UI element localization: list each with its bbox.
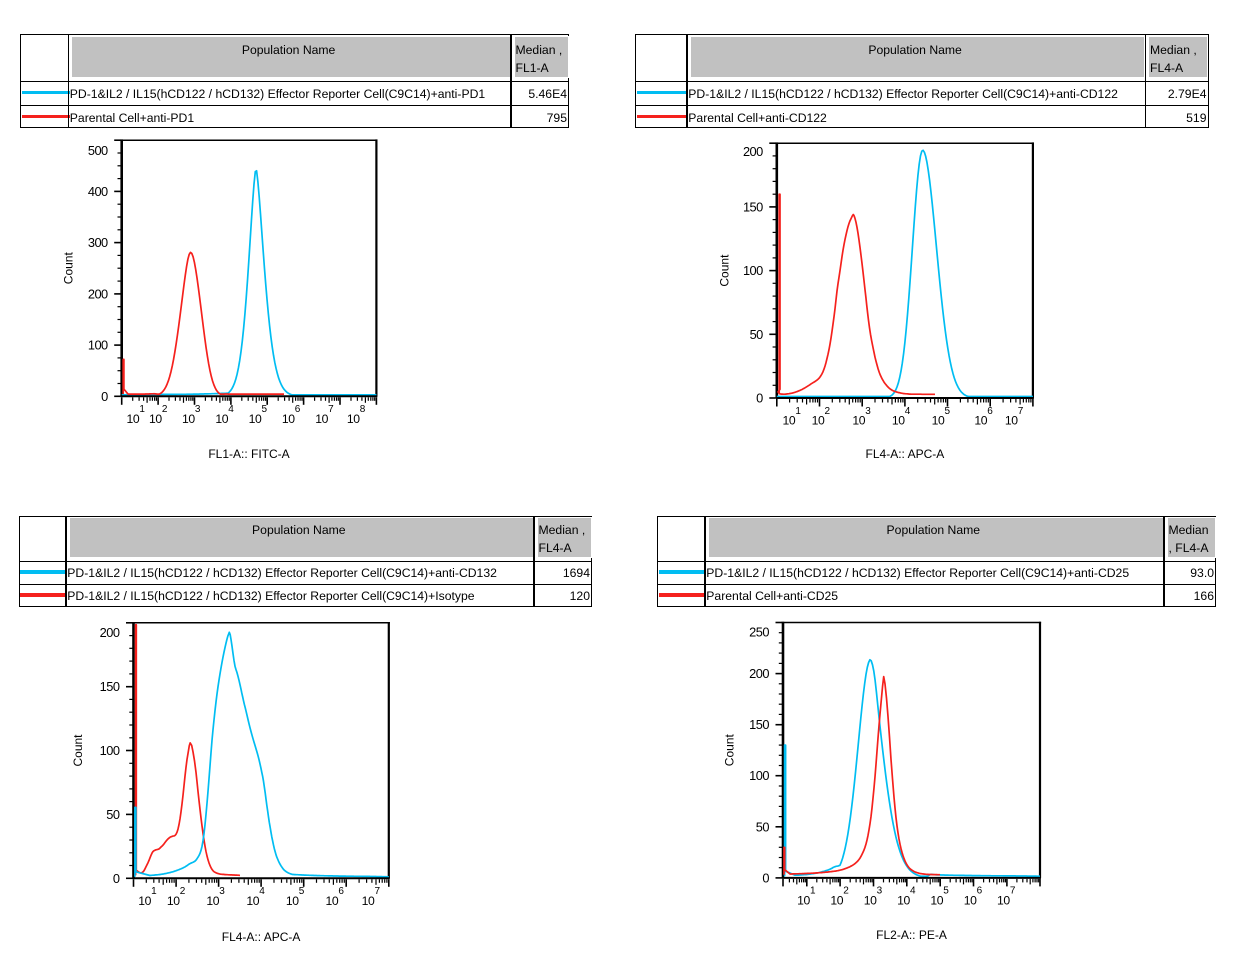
- svg-text:FL4-A:: APC-A: FL4-A:: APC-A: [222, 930, 301, 944]
- svg-text:6: 6: [977, 886, 983, 897]
- svg-text:50: 50: [106, 807, 120, 822]
- svg-text:10: 10: [246, 894, 259, 908]
- svg-text:10: 10: [812, 414, 825, 428]
- svg-text:10: 10: [783, 414, 796, 428]
- svg-text:7: 7: [375, 886, 381, 897]
- svg-text:3: 3: [865, 406, 871, 417]
- svg-text:10: 10: [206, 894, 219, 908]
- svg-text:5: 5: [943, 886, 949, 897]
- svg-text:200: 200: [749, 666, 769, 681]
- svg-text:200: 200: [743, 144, 763, 159]
- svg-text:6: 6: [987, 406, 993, 417]
- svg-text:2: 2: [825, 406, 831, 417]
- svg-text:4: 4: [228, 404, 234, 415]
- svg-text:2: 2: [180, 886, 186, 897]
- svg-text:7: 7: [1018, 406, 1024, 417]
- svg-text:10: 10: [347, 412, 360, 426]
- svg-text:10: 10: [930, 894, 943, 908]
- svg-text:Count: Count: [722, 734, 736, 767]
- svg-text:10: 10: [964, 894, 977, 908]
- svg-text:5: 5: [945, 406, 951, 417]
- svg-text:7: 7: [1010, 886, 1016, 897]
- svg-text:50: 50: [756, 819, 770, 834]
- svg-text:2: 2: [162, 404, 168, 415]
- svg-text:10: 10: [892, 414, 905, 428]
- svg-text:10: 10: [167, 894, 180, 908]
- svg-text:10: 10: [138, 894, 151, 908]
- svg-text:10: 10: [932, 414, 945, 428]
- svg-text:50: 50: [750, 327, 764, 342]
- svg-text:Count: Count: [71, 734, 85, 767]
- svg-text:0: 0: [113, 871, 120, 886]
- svg-text:1: 1: [810, 886, 816, 897]
- svg-text:150: 150: [749, 717, 769, 732]
- svg-text:4: 4: [910, 886, 916, 897]
- svg-text:10: 10: [830, 894, 843, 908]
- svg-text:10: 10: [149, 412, 162, 426]
- svg-text:3: 3: [219, 886, 225, 897]
- svg-text:10: 10: [797, 894, 810, 908]
- svg-text:8: 8: [360, 404, 366, 415]
- svg-text:1: 1: [151, 886, 157, 897]
- svg-text:150: 150: [743, 199, 763, 214]
- svg-text:500: 500: [88, 143, 108, 158]
- svg-text:10: 10: [315, 412, 328, 426]
- svg-text:10: 10: [997, 894, 1010, 908]
- svg-text:10: 10: [326, 894, 339, 908]
- svg-text:10: 10: [215, 412, 228, 426]
- svg-text:Count: Count: [61, 252, 75, 285]
- svg-text:10: 10: [282, 412, 295, 426]
- svg-text:1: 1: [139, 404, 145, 415]
- svg-text:3: 3: [195, 404, 201, 415]
- svg-text:2: 2: [843, 886, 849, 897]
- svg-text:FL4-A:: APC-A: FL4-A:: APC-A: [866, 447, 945, 461]
- svg-text:200: 200: [88, 286, 108, 301]
- svg-text:10: 10: [864, 894, 877, 908]
- svg-text:4: 4: [259, 886, 265, 897]
- svg-text:5: 5: [262, 404, 268, 415]
- svg-text:0: 0: [101, 389, 108, 404]
- svg-text:10: 10: [897, 894, 910, 908]
- svg-text:100: 100: [100, 743, 120, 758]
- svg-text:5: 5: [299, 886, 305, 897]
- svg-text:10: 10: [852, 414, 865, 428]
- svg-text:10: 10: [362, 894, 375, 908]
- svg-text:200: 200: [100, 625, 120, 640]
- svg-text:10: 10: [127, 412, 140, 426]
- svg-text:0: 0: [762, 870, 769, 885]
- svg-text:400: 400: [88, 184, 108, 199]
- svg-text:10: 10: [1005, 414, 1018, 428]
- svg-text:FL2-A:: PE-A: FL2-A:: PE-A: [876, 928, 947, 942]
- svg-text:100: 100: [743, 263, 763, 278]
- svg-text:100: 100: [749, 768, 769, 783]
- svg-text:300: 300: [88, 235, 108, 250]
- svg-text:Count: Count: [717, 254, 731, 287]
- svg-text:10: 10: [974, 414, 987, 428]
- svg-text:10: 10: [286, 894, 299, 908]
- svg-text:1: 1: [795, 406, 801, 417]
- svg-text:6: 6: [295, 404, 301, 415]
- svg-text:150: 150: [100, 679, 120, 694]
- svg-text:250: 250: [749, 624, 769, 639]
- svg-text:10: 10: [182, 412, 195, 426]
- svg-text:6: 6: [338, 886, 344, 897]
- svg-text:4: 4: [905, 406, 911, 417]
- svg-text:100: 100: [88, 338, 108, 353]
- svg-text:FL1-A:: FITC-A: FL1-A:: FITC-A: [208, 447, 289, 461]
- svg-text:3: 3: [877, 886, 883, 897]
- svg-text:7: 7: [328, 404, 334, 415]
- svg-text:10: 10: [249, 412, 262, 426]
- svg-text:0: 0: [756, 391, 763, 406]
